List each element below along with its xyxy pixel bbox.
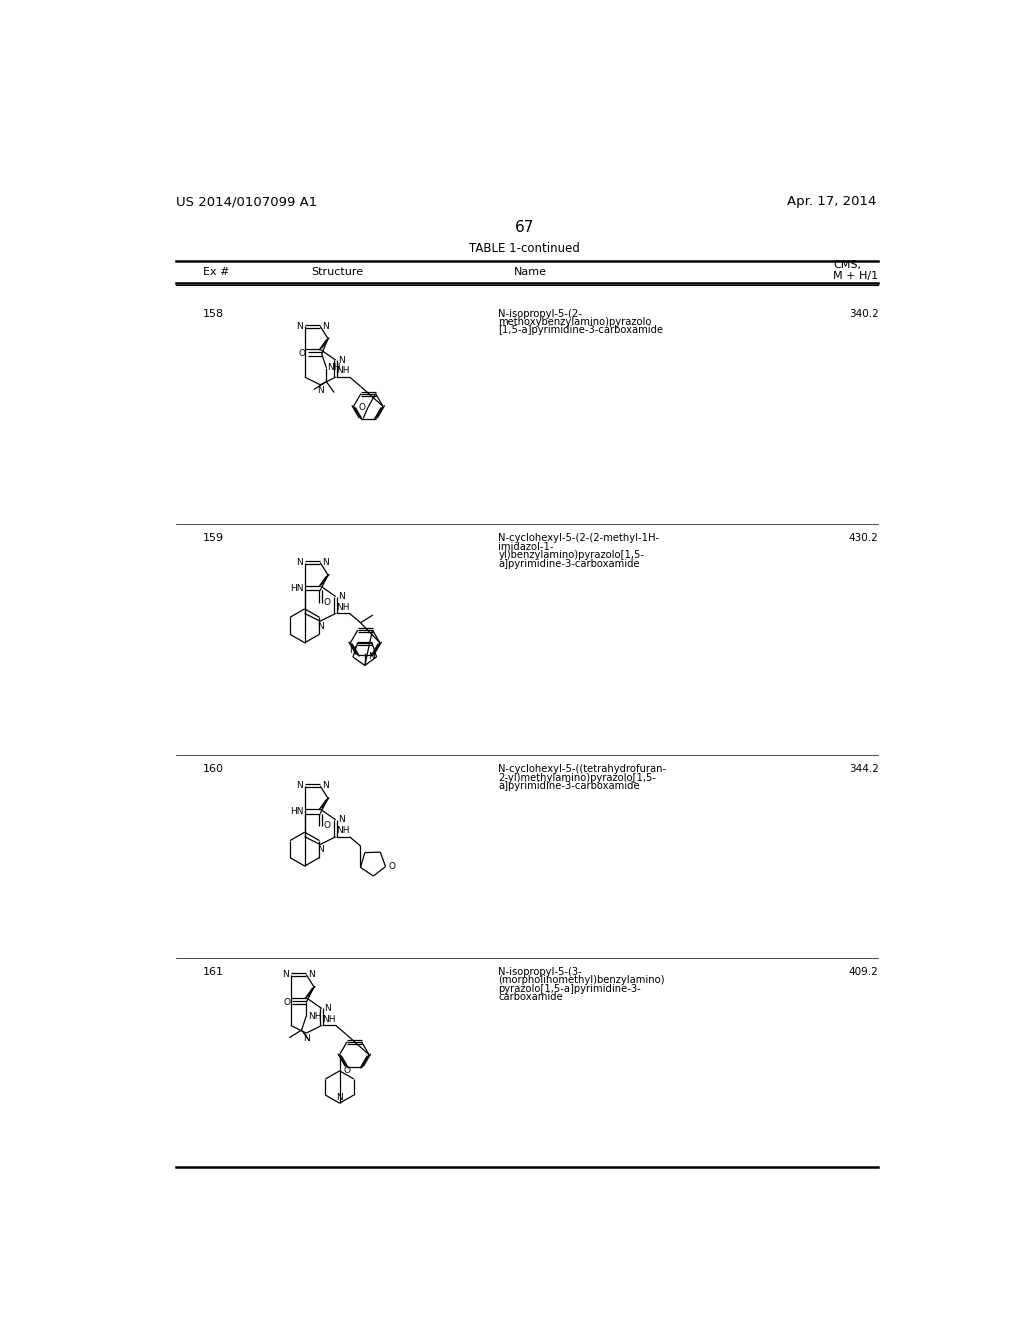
Text: O: O [324, 598, 331, 607]
Text: N-cyclohexyl-5-(2-(2-methyl-1H-: N-cyclohexyl-5-(2-(2-methyl-1H- [499, 533, 659, 544]
Text: N: N [368, 652, 375, 661]
Text: NH: NH [336, 603, 349, 611]
Text: 67: 67 [515, 220, 535, 235]
Text: Name: Name [514, 268, 547, 277]
Text: methoxybenzylamino)pyrazolo: methoxybenzylamino)pyrazolo [499, 317, 652, 327]
Text: HN: HN [290, 807, 304, 816]
Text: O: O [359, 403, 366, 412]
Text: N: N [323, 322, 329, 331]
Text: N-isopropyl-5-(2-: N-isopropyl-5-(2- [499, 309, 583, 318]
Text: 160: 160 [203, 764, 224, 775]
Text: 158: 158 [203, 309, 224, 318]
Text: N: N [325, 1005, 332, 1012]
Text: N: N [339, 355, 345, 364]
Text: N: N [323, 781, 329, 791]
Text: 409.2: 409.2 [849, 966, 879, 977]
Text: a]pyrimidine-3-carboxamide: a]pyrimidine-3-carboxamide [499, 558, 640, 569]
Text: O: O [284, 998, 291, 1007]
Text: NH: NH [308, 1011, 322, 1020]
Text: O: O [343, 1067, 350, 1076]
Text: N-cyclohexyl-5-((tetrahydrofuran-: N-cyclohexyl-5-((tetrahydrofuran- [499, 764, 667, 775]
Text: NH: NH [336, 367, 349, 375]
Text: N: N [336, 1093, 343, 1101]
Text: 430.2: 430.2 [849, 533, 879, 544]
Text: N: N [296, 558, 303, 568]
Text: 340.2: 340.2 [849, 309, 879, 318]
Text: O: O [324, 821, 331, 830]
Text: US 2014/0107099 A1: US 2014/0107099 A1 [176, 195, 317, 209]
Text: N: N [349, 647, 356, 655]
Text: N: N [308, 970, 315, 979]
Text: N: N [296, 322, 303, 331]
Text: N: N [296, 781, 303, 791]
Text: carboxamide: carboxamide [499, 993, 563, 1002]
Text: Ex #: Ex # [203, 268, 229, 277]
Text: 344.2: 344.2 [849, 764, 879, 775]
Text: Apr. 17, 2014: Apr. 17, 2014 [787, 195, 877, 209]
Text: N: N [316, 845, 324, 854]
Text: N: N [339, 816, 345, 824]
Text: N: N [303, 1034, 309, 1043]
Text: 161: 161 [203, 966, 224, 977]
Text: [1,5-a]pyrimidine-3-carboxamide: [1,5-a]pyrimidine-3-carboxamide [499, 326, 664, 335]
Text: 159: 159 [203, 533, 224, 544]
Text: N: N [282, 970, 289, 979]
Text: NH: NH [328, 363, 341, 372]
Text: CMS,: CMS, [834, 260, 861, 271]
Text: pyrazolo[1,5-a]pyrimidine-3-: pyrazolo[1,5-a]pyrimidine-3- [499, 983, 641, 994]
Text: Structure: Structure [311, 268, 364, 277]
Text: N: N [316, 385, 324, 395]
Text: N: N [339, 593, 345, 601]
Text: O: O [388, 862, 395, 871]
Text: (morpholinomethyl)benzylamino): (morpholinomethyl)benzylamino) [499, 975, 665, 985]
Text: NH: NH [336, 826, 349, 836]
Text: M + H/1: M + H/1 [834, 271, 879, 281]
Text: N: N [316, 622, 324, 631]
Text: a]pyrimidine-3-carboxamide: a]pyrimidine-3-carboxamide [499, 781, 640, 791]
Text: N-isopropyl-5-(3-: N-isopropyl-5-(3- [499, 966, 583, 977]
Text: imidazol-1-: imidazol-1- [499, 543, 554, 552]
Text: N: N [323, 558, 329, 568]
Text: NH: NH [322, 1015, 336, 1024]
Text: TABLE 1-continued: TABLE 1-continued [469, 242, 581, 255]
Text: 2-yl)methylamino)pyrazolo[1,5-: 2-yl)methylamino)pyrazolo[1,5- [499, 774, 656, 783]
Text: HN: HN [290, 583, 304, 593]
Text: yl)benzylamino)pyrazolo[1,5-: yl)benzylamino)pyrazolo[1,5- [499, 550, 644, 560]
Text: O: O [299, 350, 306, 359]
